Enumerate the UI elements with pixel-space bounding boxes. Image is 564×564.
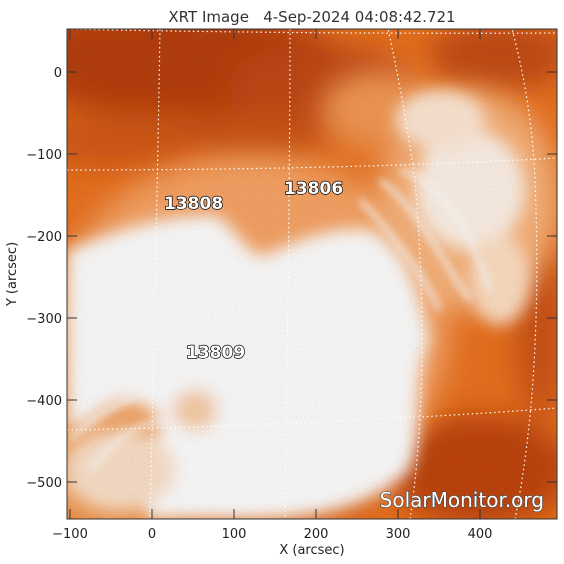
- region-label-13809: 13809: [186, 343, 245, 363]
- x-tick-label: −100: [52, 527, 88, 542]
- region-label-13806: 13806: [284, 179, 343, 199]
- y-tick-labels: 0 −100 −200 −300 −400 −500: [26, 66, 62, 491]
- y-tick-label: 0: [54, 66, 62, 81]
- image-title: XRT Image 4-Sep-2024 04:08:42.721: [168, 8, 455, 26]
- x-tick-label: 0: [148, 527, 156, 542]
- plot-frame: [66, 28, 558, 520]
- x-tick-label: 100: [222, 527, 247, 542]
- x-axis: [69, 29, 481, 519]
- xrt-image: [67, 29, 557, 519]
- y-tick-label: −200: [26, 230, 62, 245]
- y-tick-label: −100: [26, 148, 62, 163]
- y-tick-label: −500: [26, 476, 62, 491]
- x-tick-label: 300: [386, 527, 411, 542]
- x-tick-label: 200: [304, 527, 329, 542]
- y-tick-label: −400: [26, 394, 62, 409]
- y-axis-label: Y (arcsec): [5, 242, 20, 307]
- x-axis-label: X (arcsec): [279, 543, 344, 558]
- y-axis: [67, 71, 557, 483]
- region-label-13808: 13808: [164, 194, 223, 214]
- heliographic-grid: [67, 29, 557, 519]
- y-tick-label: −300: [26, 312, 62, 327]
- solarmonitor-watermark: SolarMonitor.org: [380, 488, 544, 512]
- x-tick-label: 400: [468, 527, 493, 542]
- x-tick-labels: −100 0 100 200 300 400: [52, 527, 492, 542]
